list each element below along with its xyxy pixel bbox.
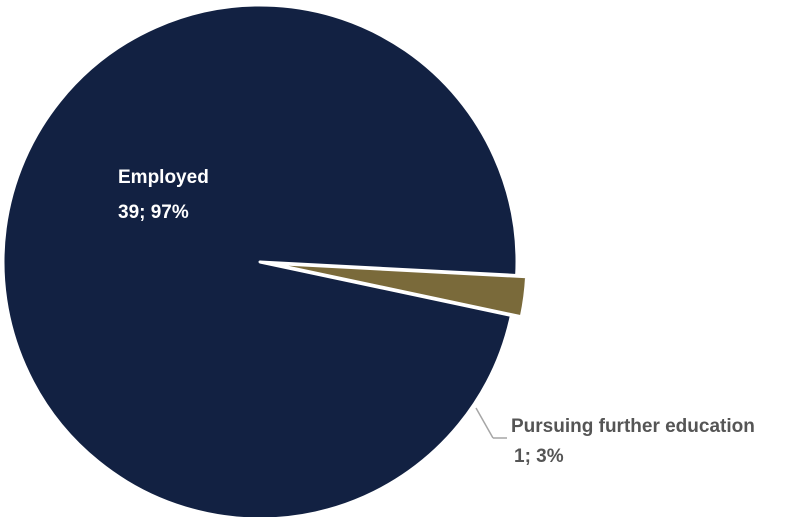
slice-value-further-education: 1; 3% [514, 446, 564, 467]
slice-label-further-education: Pursuing further education [511, 416, 755, 437]
pie-slice-employed [1, 3, 519, 517]
slices-layer [1, 3, 529, 517]
slice-value-employed: 39; 97% [118, 202, 189, 223]
leader-line [475, 407, 494, 439]
slice-label-employed: Employed [118, 167, 209, 188]
pie-slice-pursuing-further-education [268, 261, 529, 319]
